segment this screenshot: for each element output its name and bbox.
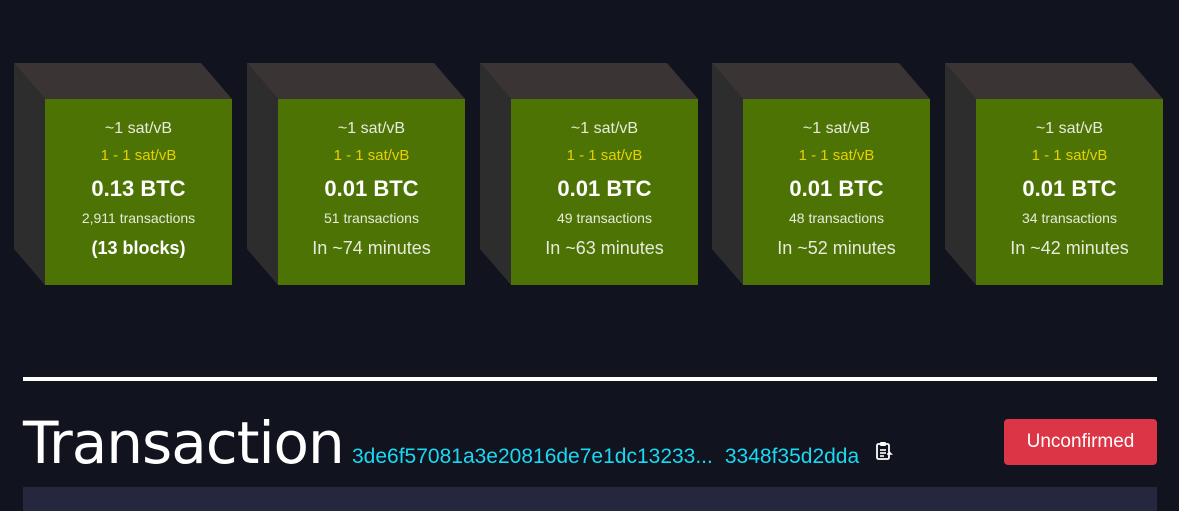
block-3d-edges (14, 63, 232, 285)
fee-range: 1 - 1 sat/vB (333, 147, 410, 164)
block-size: 0.01 BTC (557, 176, 652, 201)
txid: 3de6f57081a3e20816de7e1dc13233... 3348f35… (352, 441, 893, 471)
transaction-details-panel (23, 487, 1157, 511)
block-eta: In ~74 minutes (312, 238, 431, 258)
mempool-block[interactable]: ~1 sat/vB 1 - 1 sat/vB 0.01 BTC 51 trans… (247, 63, 465, 285)
block-face: ~1 sat/vB 1 - 1 sat/vB 0.01 BTC 49 trans… (511, 99, 698, 285)
block-size: 0.01 BTC (1022, 176, 1117, 201)
block-eta: (13 blocks) (91, 238, 186, 258)
status-badge: Unconfirmed (1004, 419, 1157, 465)
block-face: ~1 sat/vB 1 - 1 sat/vB 0.01 BTC 48 trans… (743, 99, 930, 285)
mempool-block[interactable]: ~1 sat/vB 1 - 1 sat/vB 0.01 BTC 49 trans… (480, 63, 698, 285)
fee-range: 1 - 1 sat/vB (1031, 147, 1108, 164)
mempool-block[interactable]: ~1 sat/vB 1 - 1 sat/vB 0.01 BTC 34 trans… (945, 63, 1163, 285)
block-size: 0.01 BTC (324, 176, 419, 201)
fee-range: 1 - 1 sat/vB (566, 147, 643, 164)
fee-median: ~1 sat/vB (570, 120, 639, 137)
block-size: 0.13 BTC (91, 176, 186, 201)
block-3d-edges (480, 63, 698, 285)
block-3d-edges (945, 63, 1163, 285)
tx-count: 51 transactions (324, 210, 419, 226)
tx-count: 48 transactions (789, 210, 884, 226)
fee-median: ~1 sat/vB (1035, 120, 1104, 137)
block-3d-edges (712, 63, 930, 285)
txid-end-link[interactable]: 3348f35d2dda (724, 445, 860, 468)
fee-range: 1 - 1 sat/vB (798, 147, 875, 164)
mempool-block[interactable]: ~1 sat/vB 1 - 1 sat/vB 0.13 BTC 2,911 tr… (14, 63, 232, 285)
clipboard-copy-icon[interactable] (875, 441, 893, 469)
mempool-block[interactable]: ~1 sat/vB 1 - 1 sat/vB 0.01 BTC 48 trans… (712, 63, 930, 285)
tx-count: 34 transactions (1022, 210, 1117, 226)
fee-median: ~1 sat/vB (104, 120, 173, 137)
block-size: 0.01 BTC (789, 176, 884, 201)
block-face: ~1 sat/vB 1 - 1 sat/vB 0.13 BTC 2,911 tr… (45, 99, 232, 285)
fee-range: 1 - 1 sat/vB (100, 147, 177, 164)
tx-count: 49 transactions (557, 210, 652, 226)
block-face: ~1 sat/vB 1 - 1 sat/vB 0.01 BTC 51 trans… (278, 99, 465, 285)
txid-start-link[interactable]: 3de6f57081a3e20816de7e1dc13233... (352, 445, 713, 468)
block-eta: In ~63 minutes (545, 238, 664, 258)
block-eta: In ~52 minutes (777, 238, 896, 258)
block-face: ~1 sat/vB 1 - 1 sat/vB 0.01 BTC 34 trans… (976, 99, 1163, 285)
fee-median: ~1 sat/vB (802, 120, 871, 137)
block-eta: In ~42 minutes (1010, 238, 1129, 258)
page-title: Transaction (23, 409, 345, 477)
section-divider (23, 377, 1157, 381)
mempool-blocks: ~1 sat/vB 1 - 1 sat/vB 0.13 BTC 2,911 tr… (14, 63, 1164, 285)
block-3d-edges (247, 63, 465, 285)
tx-count: 2,911 transactions (81, 210, 196, 226)
fee-median: ~1 sat/vB (337, 120, 406, 137)
